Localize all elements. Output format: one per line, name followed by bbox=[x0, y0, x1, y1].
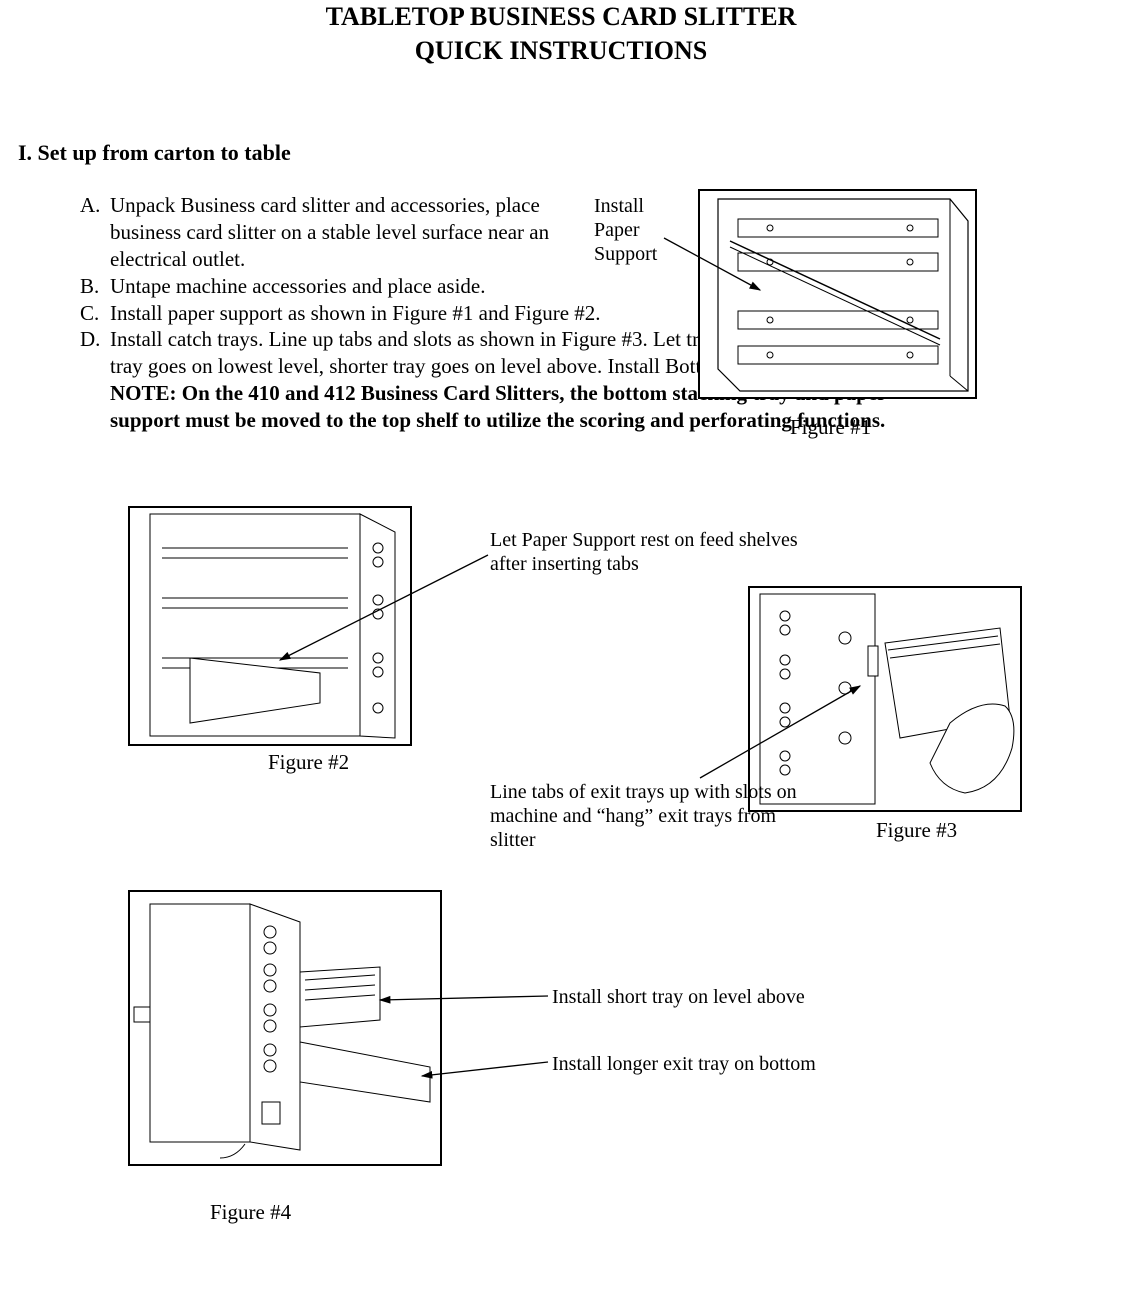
title-line-1: TABLETOP BUSINESS CARD SLITTER bbox=[326, 2, 797, 31]
figure-4-svg bbox=[130, 892, 440, 1164]
caption-figure-4: Figure #4 bbox=[210, 1200, 291, 1225]
annotation-fig3: Line tabs of exit trays up with slots on… bbox=[490, 780, 800, 852]
annotation-fig4-short-tray: Install short tray on level above bbox=[552, 985, 912, 1009]
annotation-fig1: Install Paper Support bbox=[594, 194, 684, 266]
caption-figure-2: Figure #2 bbox=[268, 750, 349, 775]
annotation-fig2: Let Paper Support rest on feed shelves a… bbox=[490, 528, 830, 576]
figure-4 bbox=[128, 890, 442, 1166]
title-line-2: QUICK INSTRUCTIONS bbox=[415, 36, 708, 65]
figure-3 bbox=[748, 586, 1022, 812]
doc-title: TABLETOP BUSINESS CARD SLITTER QUICK INS… bbox=[0, 0, 1122, 68]
step-text: Unpack Business card slitter and accesso… bbox=[110, 192, 590, 273]
document-page: TABLETOP BUSINESS CARD SLITTER QUICK INS… bbox=[0, 0, 1122, 1307]
step-letter: D. bbox=[80, 326, 110, 434]
step-letter: A. bbox=[80, 192, 110, 273]
caption-figure-1: Figure #1 bbox=[790, 415, 871, 440]
caption-figure-3: Figure #3 bbox=[876, 818, 957, 843]
figure-1-svg bbox=[700, 191, 975, 397]
annotation-fig4-long-tray: Install longer exit tray on bottom bbox=[552, 1052, 912, 1076]
figure-2-svg bbox=[130, 508, 410, 744]
step-letter: C. bbox=[80, 300, 110, 327]
figure-3-svg bbox=[750, 588, 1020, 810]
figure-2 bbox=[128, 506, 412, 746]
section-heading: I. Set up from carton to table bbox=[18, 140, 291, 166]
figure-1 bbox=[698, 189, 977, 399]
step-letter: B. bbox=[80, 273, 110, 300]
